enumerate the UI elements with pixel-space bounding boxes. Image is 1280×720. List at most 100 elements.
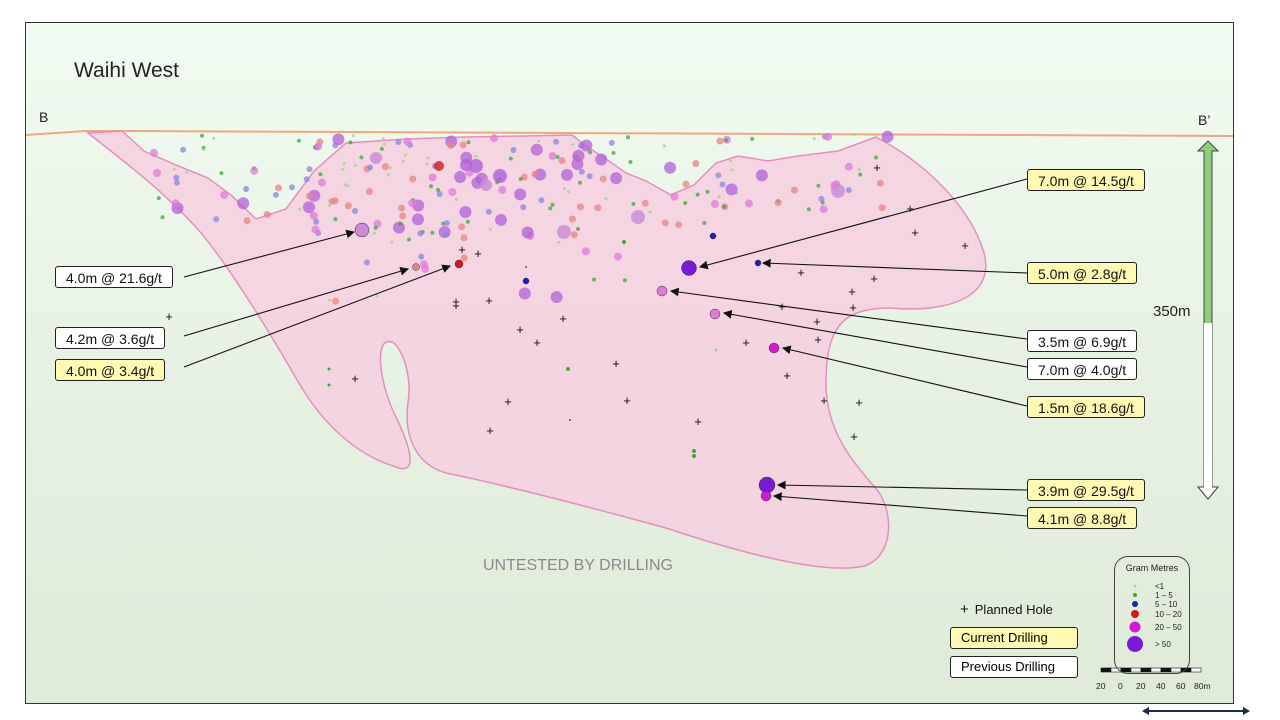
drill-intercept-point xyxy=(212,136,216,140)
drill-intercept-point xyxy=(213,216,220,223)
drill-intercept-point xyxy=(548,206,553,211)
drill-intercept-point xyxy=(459,141,467,149)
drill-intercept-point xyxy=(692,160,700,167)
drill-intercept-point xyxy=(876,179,884,187)
planned-hole-marker: + xyxy=(742,335,750,350)
drill-intercept-point xyxy=(661,219,669,227)
drill-intercept-point xyxy=(332,142,339,149)
drill-intercept-point xyxy=(874,155,878,160)
planned-hole-marker: + xyxy=(452,294,460,309)
drill-intercept-point xyxy=(418,253,425,260)
scale-tick-label: 20 xyxy=(1096,681,1106,691)
drill-intercept-point xyxy=(722,204,727,209)
callout-intercept: 5.0m @ 2.8g/t xyxy=(1027,262,1138,284)
drill-intercept-point xyxy=(628,160,633,164)
annotated-intercept xyxy=(709,232,717,240)
drill-intercept-point xyxy=(454,197,458,201)
drill-intercept-point xyxy=(568,215,576,223)
drill-intercept-point xyxy=(641,199,649,207)
drill-intercept-point xyxy=(576,226,580,231)
gram-class-label: 5 – 10 xyxy=(1155,600,1178,609)
drill-intercept-point xyxy=(333,217,338,222)
drill-intercept-point xyxy=(878,204,886,212)
scale-tick-label: 80m xyxy=(1194,681,1211,691)
drill-intercept-point xyxy=(373,219,382,228)
drill-intercept-point xyxy=(631,210,645,224)
swatch-5-10 xyxy=(1132,601,1138,607)
drill-intercept-point xyxy=(588,150,593,155)
drill-intercept-point xyxy=(578,180,583,185)
drill-intercept-point xyxy=(469,159,483,173)
gram-class-label: > 50 xyxy=(1155,640,1171,649)
drill-intercept-point xyxy=(557,225,571,239)
callout-leader-line xyxy=(722,310,1028,368)
untested-label: UNTESTED BY DRILLING xyxy=(483,557,673,574)
callout-intercept: 3.5m @ 6.9g/t xyxy=(1027,330,1138,352)
drill-intercept-point xyxy=(359,155,364,160)
drill-intercept-point xyxy=(562,187,566,190)
drill-intercept-point xyxy=(730,168,734,172)
drill-intercept-point xyxy=(370,152,382,164)
drill-intercept-point xyxy=(171,199,180,208)
gram-metres-title: Gram Metres xyxy=(1125,563,1179,573)
drill-intercept-point xyxy=(403,153,407,157)
drill-intercept-point xyxy=(436,187,441,192)
drill-intercept-point xyxy=(408,199,417,208)
drill-intercept-point xyxy=(675,221,683,229)
swatch-20-50 xyxy=(1129,621,1141,633)
drill-intercept-point xyxy=(443,220,450,226)
drill-intercept-point xyxy=(599,175,607,183)
drill-intercept-point xyxy=(518,287,531,300)
drill-intercept-point xyxy=(426,156,430,160)
drill-intercept-point xyxy=(343,183,347,187)
drill-intercept-point xyxy=(610,172,623,185)
drill-intercept-point xyxy=(399,212,407,220)
drill-intercept-point xyxy=(313,218,320,225)
drill-intercept-point xyxy=(508,156,513,161)
drill-intercept-point xyxy=(379,146,384,151)
drill-intercept-point xyxy=(717,195,721,199)
drill-intercept-point xyxy=(342,161,346,165)
drill-intercept-point xyxy=(595,153,608,166)
planned-hole-marker: + xyxy=(533,335,541,350)
drill-intercept-point xyxy=(498,186,507,194)
drill-intercept-point xyxy=(729,159,733,163)
drill-intercept-point xyxy=(474,154,478,158)
callout-leader-line xyxy=(772,492,1028,517)
planned-hole-marker: + xyxy=(797,265,805,280)
drill-intercept-point xyxy=(550,291,563,303)
drill-intercept-point xyxy=(719,181,726,188)
drill-intercept-point xyxy=(648,210,652,214)
drill-intercept-point xyxy=(425,162,429,166)
drill-intercept-point xyxy=(390,240,394,244)
drill-intercept-point xyxy=(341,168,345,172)
drill-intercept-point xyxy=(306,166,313,173)
drill-intercept-point xyxy=(250,166,259,175)
planned-hole-marker: + xyxy=(612,356,620,371)
drill-intercept-point xyxy=(454,171,467,183)
drill-intercept-point xyxy=(525,266,527,268)
drill-intercept-point xyxy=(819,205,828,214)
planned-hole-marker: + xyxy=(694,414,702,429)
drill-intercept-point xyxy=(558,157,566,165)
drill-intercept-point xyxy=(306,192,314,200)
drill-intercept-point xyxy=(480,179,492,191)
drill-intercept-point xyxy=(520,204,527,211)
drill-intercept-point xyxy=(351,134,355,138)
planned-hole-marker: + xyxy=(961,238,969,253)
drill-intercept-point xyxy=(831,184,845,198)
drill-intercept-point xyxy=(818,195,825,202)
drill-intercept-point xyxy=(702,221,707,225)
drill-intercept-point xyxy=(328,298,332,302)
vertical-scale-label: 350m xyxy=(1153,303,1191,320)
planned-hole-marker: + xyxy=(820,393,828,408)
drill-intercept-point xyxy=(548,151,557,160)
drill-intercept-point xyxy=(622,240,626,244)
swatch-1-5 xyxy=(1133,593,1137,597)
scale-tick-label: 40 xyxy=(1156,681,1166,691)
drill-intercept-point xyxy=(460,254,468,262)
planned-hole-marker: + xyxy=(870,271,878,286)
drill-intercept-point xyxy=(314,142,323,151)
drill-intercept-point xyxy=(160,215,165,220)
drill-intercept-point xyxy=(352,208,358,214)
